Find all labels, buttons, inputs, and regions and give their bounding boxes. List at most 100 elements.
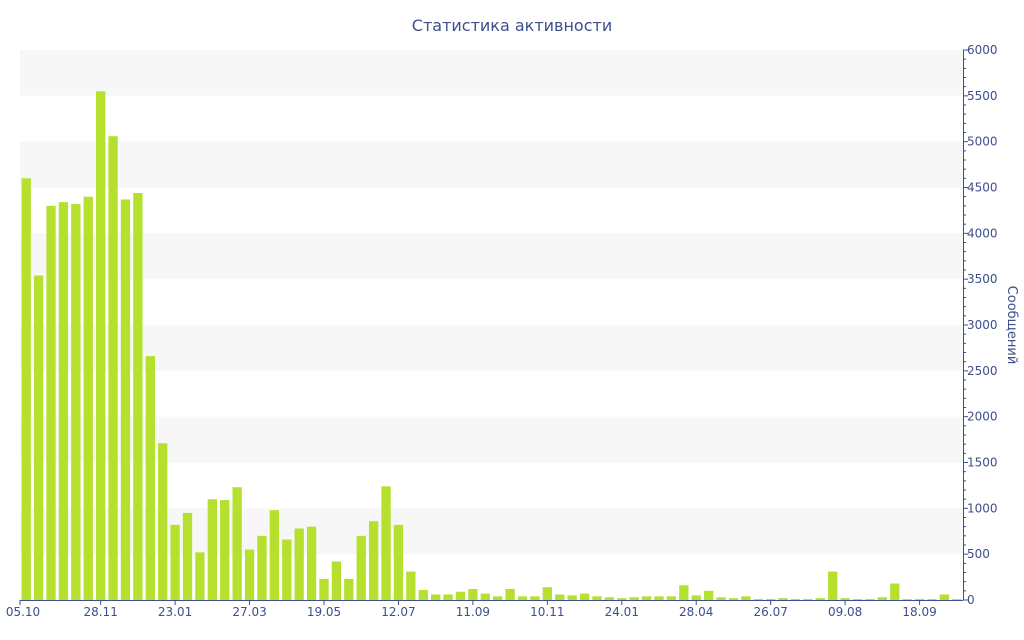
bar bbox=[21, 178, 31, 600]
bar bbox=[319, 578, 329, 600]
y-tick-label: 6000 bbox=[967, 43, 998, 57]
grid-band bbox=[20, 141, 963, 188]
axes: 0 500 1000 1500 2000 2500 3000 3500 4000 4500 5000… bbox=[6, 43, 998, 619]
bar bbox=[927, 599, 937, 600]
y-tick-label: 2500 bbox=[967, 364, 998, 378]
bar bbox=[666, 596, 677, 600]
bar bbox=[654, 596, 664, 600]
bar bbox=[480, 593, 490, 600]
y-tick-label: 5500 bbox=[967, 89, 998, 103]
x-tick-label: 10.11 bbox=[530, 605, 564, 619]
y-tick-label: 3000 bbox=[967, 318, 998, 332]
y-tick-label: 5000 bbox=[967, 135, 998, 149]
bar bbox=[158, 443, 168, 600]
x-tick-label: 09.08 bbox=[828, 605, 862, 619]
bar bbox=[840, 598, 850, 600]
x-tick-label: 24.01 bbox=[605, 605, 639, 619]
x-tick-label: 11.09 bbox=[456, 605, 490, 619]
bar bbox=[393, 524, 404, 600]
bar bbox=[269, 510, 280, 600]
bar bbox=[406, 571, 416, 600]
bar bbox=[431, 594, 441, 600]
bar bbox=[207, 499, 217, 600]
bar bbox=[679, 585, 689, 600]
bar bbox=[952, 599, 962, 600]
bar bbox=[356, 535, 366, 600]
bar bbox=[716, 597, 726, 600]
bar bbox=[306, 526, 317, 600]
y-tick-label: 4000 bbox=[967, 226, 998, 240]
y-tick-label: 3500 bbox=[967, 272, 998, 286]
bar bbox=[108, 136, 118, 601]
bar bbox=[803, 599, 813, 600]
bar bbox=[331, 561, 342, 600]
y-tick-label: 2000 bbox=[967, 410, 998, 424]
bar bbox=[641, 596, 652, 600]
bar bbox=[592, 596, 602, 600]
bar bbox=[579, 593, 590, 600]
bar bbox=[443, 594, 453, 600]
bar bbox=[83, 196, 93, 601]
bar bbox=[418, 589, 428, 600]
bar bbox=[530, 596, 540, 600]
bar bbox=[58, 202, 69, 601]
bar bbox=[46, 205, 56, 600]
y-tick-label: 0 bbox=[967, 593, 975, 607]
bar bbox=[902, 599, 912, 600]
grid-band bbox=[20, 50, 963, 96]
bar bbox=[381, 486, 391, 600]
grid-bands bbox=[20, 50, 963, 555]
bar bbox=[766, 599, 776, 600]
x-tick-label: 23.01 bbox=[158, 605, 192, 619]
grid-band bbox=[20, 325, 963, 371]
bar bbox=[294, 528, 304, 600]
x-tick-label: 28.11 bbox=[83, 605, 117, 619]
bar bbox=[865, 599, 875, 600]
bar bbox=[517, 596, 528, 600]
bar bbox=[468, 589, 478, 600]
x-tick-label: 26.07 bbox=[753, 605, 787, 619]
bar bbox=[790, 599, 801, 600]
bar bbox=[753, 599, 763, 600]
grid-band bbox=[20, 416, 963, 463]
bar bbox=[741, 596, 751, 600]
bar bbox=[493, 596, 503, 600]
bar bbox=[232, 487, 242, 600]
x-tick-label: 19.05 bbox=[307, 605, 341, 619]
bar bbox=[182, 512, 193, 600]
bar bbox=[617, 598, 627, 600]
bar bbox=[691, 595, 701, 600]
y-axis-label: Сообщений bbox=[1004, 286, 1019, 365]
x-tick-label: 27.03 bbox=[232, 605, 266, 619]
x-tick-label: 12.07 bbox=[381, 605, 415, 619]
bar bbox=[257, 535, 267, 600]
bar bbox=[120, 199, 131, 601]
bar bbox=[505, 589, 515, 600]
bar bbox=[71, 204, 81, 600]
bar bbox=[96, 91, 106, 600]
bar bbox=[939, 594, 950, 600]
x-tick-label: 05.10 bbox=[6, 605, 40, 619]
bar bbox=[890, 583, 900, 600]
bar bbox=[368, 521, 379, 600]
x-tick-label: 28.04 bbox=[679, 605, 713, 619]
bar bbox=[33, 275, 44, 600]
grid-band bbox=[20, 233, 963, 280]
bar bbox=[815, 598, 825, 600]
bar bbox=[567, 595, 577, 600]
y-tick-label: 4500 bbox=[967, 181, 998, 195]
bar bbox=[133, 193, 143, 600]
bar bbox=[604, 597, 615, 600]
bar bbox=[555, 594, 565, 600]
bars bbox=[21, 91, 962, 601]
bar bbox=[344, 578, 354, 600]
bar bbox=[852, 599, 863, 600]
bar bbox=[828, 571, 838, 600]
bar bbox=[778, 598, 788, 600]
x-tick-label: 18.09 bbox=[902, 605, 936, 619]
y-tick-label: 1000 bbox=[967, 501, 998, 515]
bar bbox=[877, 597, 888, 600]
bar bbox=[728, 598, 739, 600]
bar bbox=[282, 539, 292, 600]
